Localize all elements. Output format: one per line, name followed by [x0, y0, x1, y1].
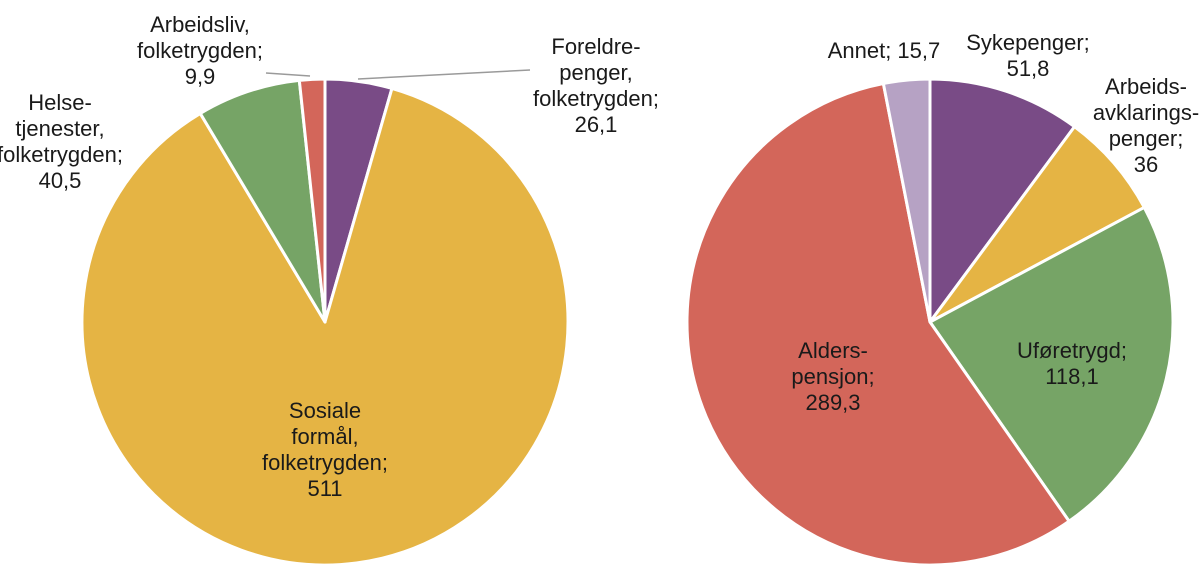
pie-1-label-1: Foreldre-penger, folketrygden; 26,1 [533, 34, 659, 137]
pie-2-label-2: Arbeids-avklarings-penger; 36 [1093, 74, 1199, 177]
pie-1-slice-4 [297, 77, 327, 324]
pie-2-label-4: Alders-pensjon; 289,3 [791, 338, 874, 415]
pie-2-slice-5 [881, 77, 932, 324]
pie-2-slice-1 [928, 77, 1077, 324]
pie-1-label-3: Helse-tjenester, folketrygden; 40,5 [0, 90, 123, 193]
pie-2-label-5: Annet; 15,7 [828, 38, 941, 63]
pie-1-label-4: Arbeidsliv, folketrygden; 9,9 [137, 12, 263, 89]
pie-2-slice-4 [685, 82, 1071, 567]
pie-2-label-1: Sykepenger; 51,8 [966, 30, 1090, 81]
pie-1-slice-2 [80, 86, 570, 567]
pie-chart-1: Foreldre-penger, folketrygden; 26,1 Sosiale… [0, 12, 659, 567]
pie-1-leader-4 [265, 72, 311, 77]
pie-1-slice-3 [198, 78, 327, 324]
pie-2-label-3: Uføretrygd; 118,1 [1017, 338, 1127, 389]
pie-1-leader-1 [357, 69, 531, 80]
pie-chart-2: Sykepenger; 51,8Arbeids-avklarings-penger… [685, 30, 1199, 567]
pie-2-slice-3 [928, 205, 1175, 523]
pie-1-label-2: Sosiale formål, folketrygden; 511 [262, 398, 388, 501]
pie-2-slice-2 [928, 125, 1146, 324]
